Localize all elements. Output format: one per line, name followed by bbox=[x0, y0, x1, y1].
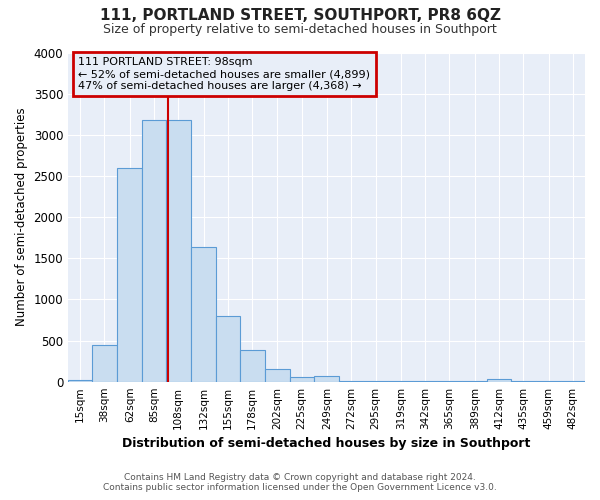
Y-axis label: Number of semi-detached properties: Number of semi-detached properties bbox=[15, 108, 28, 326]
Bar bbox=[191, 246, 216, 382]
Text: Contains HM Land Registry data © Crown copyright and database right 2024.
Contai: Contains HM Land Registry data © Crown c… bbox=[103, 473, 497, 492]
Bar bbox=[290, 376, 314, 382]
Bar bbox=[166, 120, 191, 382]
Bar bbox=[142, 120, 166, 382]
Bar bbox=[265, 370, 290, 382]
Bar bbox=[487, 379, 511, 382]
Text: Size of property relative to semi-detached houses in Southport: Size of property relative to semi-detach… bbox=[103, 22, 497, 36]
Bar bbox=[117, 168, 142, 382]
Text: 111, PORTLAND STREET, SOUTHPORT, PR8 6QZ: 111, PORTLAND STREET, SOUTHPORT, PR8 6QZ bbox=[100, 8, 500, 22]
Bar bbox=[216, 316, 240, 382]
Bar bbox=[314, 376, 339, 382]
Bar bbox=[240, 350, 265, 382]
Text: 111 PORTLAND STREET: 98sqm
← 52% of semi-detached houses are smaller (4,899)
47%: 111 PORTLAND STREET: 98sqm ← 52% of semi… bbox=[79, 58, 370, 90]
Bar bbox=[92, 344, 117, 382]
X-axis label: Distribution of semi-detached houses by size in Southport: Distribution of semi-detached houses by … bbox=[122, 437, 531, 450]
Bar bbox=[68, 380, 92, 382]
